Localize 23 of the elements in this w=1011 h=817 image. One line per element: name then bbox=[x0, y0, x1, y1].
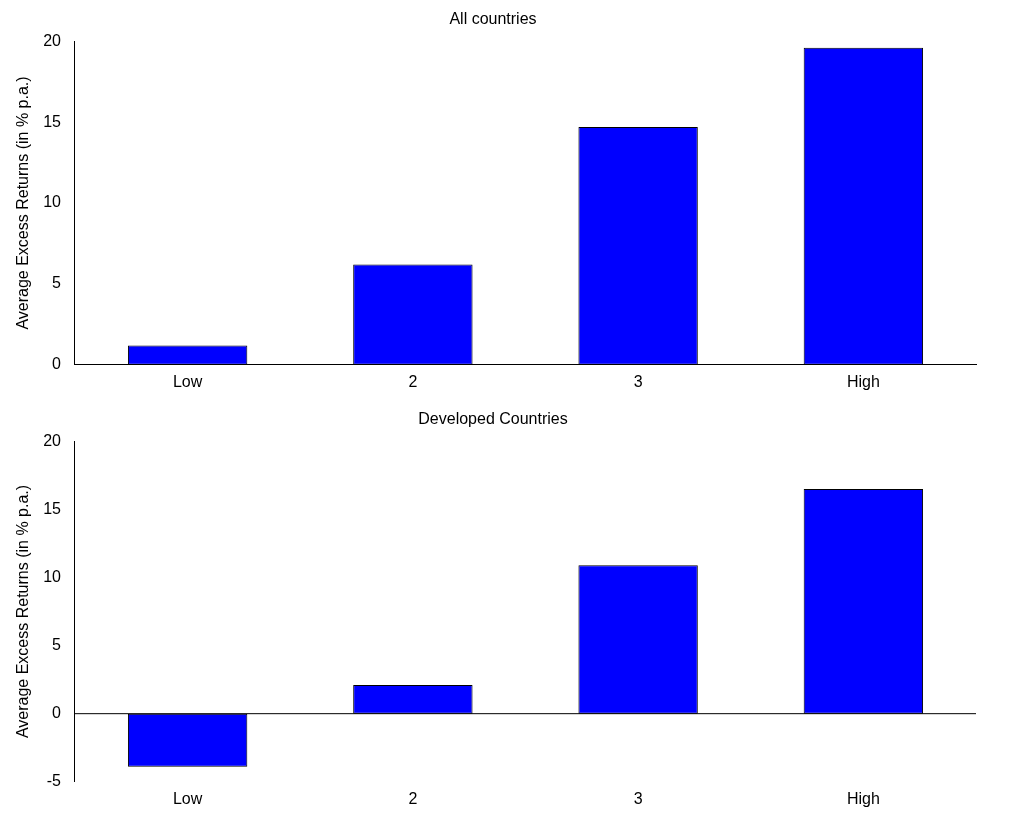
x-tick-label: 3 bbox=[633, 372, 643, 390]
y-axis-title: Average Excess Returns (in % p.a.) bbox=[14, 76, 32, 330]
y-tick-label: 5 bbox=[52, 635, 62, 653]
y-tick-label: 15 bbox=[43, 499, 62, 517]
y-tick-label: 5 bbox=[52, 274, 62, 292]
y-tick-label: 15 bbox=[43, 112, 62, 130]
x-tick-label: 3 bbox=[633, 789, 643, 807]
y-tick-label: 10 bbox=[43, 567, 62, 585]
x-tick-label: High bbox=[846, 789, 880, 807]
y-tick-label: 20 bbox=[43, 431, 62, 449]
x-tick-label: Low bbox=[172, 789, 203, 807]
y-axis-title: Average Excess Returns (in % p.a.) bbox=[14, 484, 32, 739]
chart-title: All countries bbox=[449, 10, 537, 28]
y-tick-label: 0 bbox=[52, 355, 62, 373]
x-tick-label: 2 bbox=[408, 372, 418, 390]
x-tick-label: 2 bbox=[408, 789, 418, 807]
y-tick-label: 0 bbox=[52, 704, 62, 722]
y-tick-label: -5 bbox=[46, 772, 62, 790]
x-tick-label: Low bbox=[172, 372, 203, 390]
x-tick-label: High bbox=[846, 372, 880, 390]
chart-title: Developed Countries bbox=[418, 410, 568, 428]
y-tick-label: 20 bbox=[43, 31, 62, 49]
y-tick-label: 10 bbox=[43, 193, 62, 211]
